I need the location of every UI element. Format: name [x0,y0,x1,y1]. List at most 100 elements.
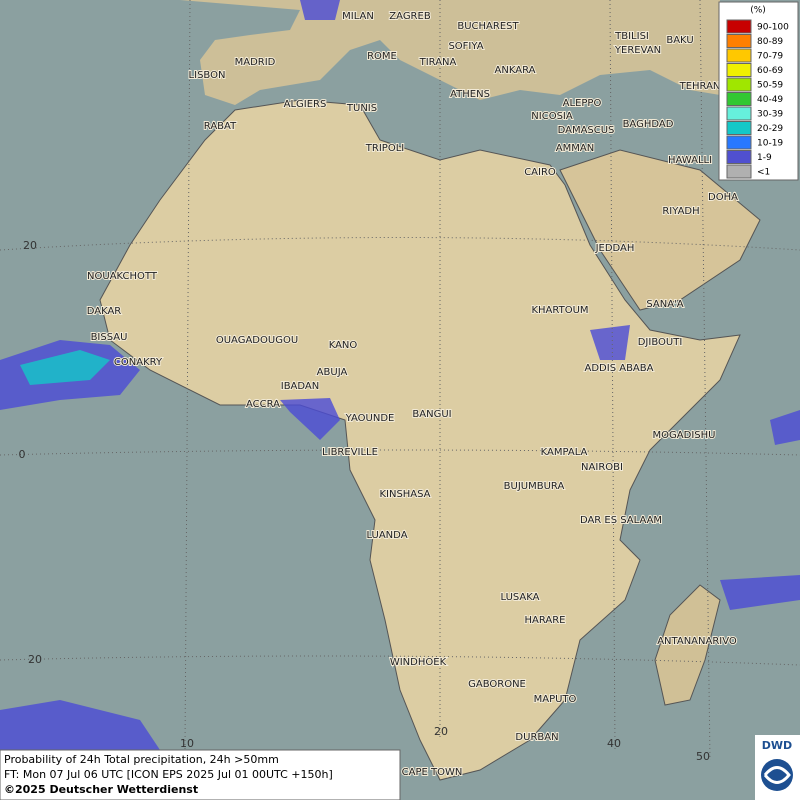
legend-label: 20-29 [757,124,783,134]
precip-area [300,0,340,20]
city-label: BAGHDAD [623,119,674,130]
city-label: ROME [367,51,397,62]
city-label: TUNIS [346,103,377,114]
city-label: CAPE TOWN [402,767,463,778]
logo-icon [761,759,793,791]
city-label: DURBAN [515,732,558,743]
city-label: NOUAKCHOTT [87,271,158,282]
city-label: ABUJA [317,367,348,378]
legend-swatch [726,106,752,121]
city-label: JEDDAH [595,243,635,254]
city-label: GABORONE [468,679,526,690]
city-label: TEHRAN [679,81,721,92]
city-label: ADDIS ABABA [585,363,654,374]
legend-swatch [726,77,752,92]
city-label: NAIROBI [581,462,623,473]
city-label: BISSAU [91,332,128,343]
legend-label: <1 [757,168,770,178]
lon-label: 10 [180,737,194,750]
legend: (%) 90-100 80-89 70-79 60-69 50-59 40-49 30-39… [718,1,799,181]
city-label: ANTANANARIVO [657,636,737,647]
europe [180,0,720,105]
city-label: ACCRA [246,399,280,410]
city-labels: MILAN ZAGREB BUCHAREST TBILISI BAKU SOFIYA YER… [86,10,739,779]
legend-label: 40-49 [757,95,783,105]
precip-area [770,410,800,445]
legend-swatch [726,164,752,179]
city-label: TRIPOLI [365,143,404,154]
precip-area [280,398,340,440]
lat-label: 20 [28,653,42,666]
city-label: TIRANA [419,57,457,68]
legend-label: 60-69 [757,66,783,76]
city-label: KHARTOUM [531,305,588,316]
city-label: DOHA [708,192,738,203]
city-label: RIYADH [662,206,699,217]
arabia [559,149,761,311]
grid-labels: 20 0 20 10 20 40 50 [19,239,711,763]
city-label: ZAGREB [389,11,431,22]
city-label: AMMAN [556,143,594,154]
legend-swatch [726,34,752,48]
legend-label: 30-39 [757,110,783,120]
city-label: TBILISI [614,31,649,42]
city-label: LUANDA [366,530,407,541]
city-label: DAKAR [87,306,122,317]
city-label: NICOSIA [531,111,573,122]
legend-swatch [726,48,752,63]
city-label: ANKARA [495,65,536,76]
legend-swatch [726,135,752,150]
caption-line: ©2025 Deutscher Wetterdienst [4,783,198,796]
legend-label: 80-89 [757,37,783,47]
lat-label: 0 [19,448,26,461]
lat-label: 20 [23,239,37,252]
lon-label: 50 [696,750,710,763]
city-label: RABAT [204,121,237,132]
city-label: HAWALLI [668,155,712,166]
city-label: LIBREVILLE [322,447,378,458]
legend-title: (%) [750,6,766,16]
city-label: CAIRO [524,167,556,178]
legend-swatch [726,92,752,106]
city-label: BUCHAREST [457,21,519,32]
precip-area [20,350,110,385]
city-label: HARARE [524,615,565,626]
lon-label: 40 [607,737,621,750]
legend-label: 10-19 [757,139,783,149]
africa [99,99,741,781]
logo-text: DWD [762,739,792,752]
city-label: SANA'A [646,299,683,310]
city-label: MAPUTO [534,694,577,705]
precip-area [720,575,800,610]
city-label: BAKU [666,35,693,46]
graticule [0,0,800,761]
caption-line: FT: Mon 07 Jul 06 UTC [ICON EPS 2025 Jul… [4,768,333,781]
caption-line: Probability of 24h Total precipitation, … [4,753,279,766]
legend-swatch [726,19,752,34]
city-label: DAR ES SALAAM [580,515,662,526]
lon-label: 20 [434,725,448,738]
madagascar [654,584,721,706]
legend-label: 70-79 [757,52,783,62]
city-label: BANGUI [412,409,451,420]
city-label: IBADAN [281,381,320,392]
logo-swirl [763,766,791,784]
city-label: KAMPALA [541,447,588,458]
city-label: MADRID [235,57,276,68]
city-label: MILAN [342,11,374,22]
precip-area [590,325,630,360]
city-label: ALEPPO [563,98,602,109]
legend-swatch [726,63,752,77]
city-label: WINDHOEK [390,657,447,668]
city-label: OUAGADOUGOU [216,335,298,346]
city-label: CONAKRY [114,357,163,368]
legend-label: 90-100 [757,23,789,33]
city-label: BUJUMBURA [504,481,565,492]
city-label: LUSAKA [501,592,540,603]
legend-swatch [726,121,752,135]
city-label: DJIBOUTI [638,337,683,348]
city-label: LISBON [189,70,226,81]
precip-area [0,700,160,760]
city-label: KANO [329,340,358,351]
